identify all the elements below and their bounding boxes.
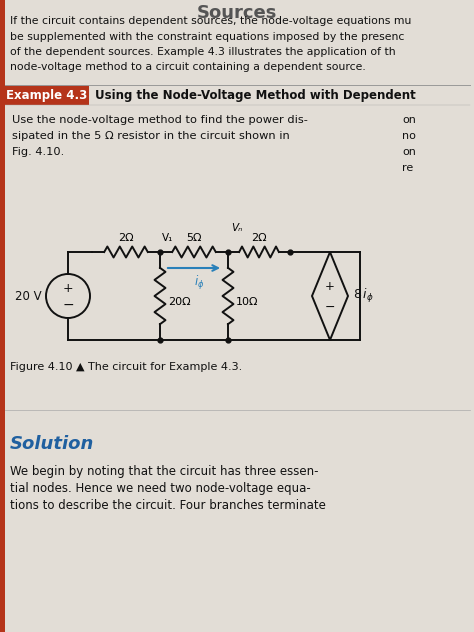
Text: 20Ω: 20Ω xyxy=(168,297,191,307)
Bar xyxy=(5,85,89,105)
Text: Example 4.3: Example 4.3 xyxy=(6,88,88,102)
Text: node-voltage method to a circuit containing a dependent source.: node-voltage method to a circuit contain… xyxy=(10,63,366,73)
Text: $8\,i_\phi$: $8\,i_\phi$ xyxy=(353,287,374,305)
Text: tions to describe the circuit. Four branches terminate: tions to describe the circuit. Four bran… xyxy=(10,499,326,512)
Text: +: + xyxy=(325,279,335,293)
Text: Vₙ: Vₙ xyxy=(231,223,242,233)
Text: $i_\phi$: $i_\phi$ xyxy=(194,274,204,292)
Text: be supplemented with the constraint equations imposed by the presenc: be supplemented with the constraint equa… xyxy=(10,32,404,42)
Text: tial nodes. Hence we need two node-voltage equa-: tial nodes. Hence we need two node-volta… xyxy=(10,482,311,495)
Bar xyxy=(0,0,5,632)
Text: +: + xyxy=(63,281,73,295)
Text: 2Ω: 2Ω xyxy=(251,233,267,243)
Text: on: on xyxy=(402,115,416,125)
Text: on: on xyxy=(402,147,416,157)
Text: −: − xyxy=(325,300,335,313)
Text: V₁: V₁ xyxy=(162,233,173,243)
Text: 5Ω: 5Ω xyxy=(186,233,202,243)
Text: Using the Node-Voltage Method with Dependent: Using the Node-Voltage Method with Depen… xyxy=(95,88,416,102)
Text: no: no xyxy=(402,131,416,141)
Text: Use the node-voltage method to find the power dis-: Use the node-voltage method to find the … xyxy=(12,115,308,125)
Text: Figure 4.10 ▲ The circuit for Example 4.3.: Figure 4.10 ▲ The circuit for Example 4.… xyxy=(10,362,242,372)
Text: 10Ω: 10Ω xyxy=(236,297,258,307)
Text: Fig. 4.10.: Fig. 4.10. xyxy=(12,147,64,157)
Text: 20 V: 20 V xyxy=(15,289,42,303)
Text: Sources: Sources xyxy=(197,4,277,22)
Text: If the circuit contains dependent sources, the node-voltage equations mu: If the circuit contains dependent source… xyxy=(10,16,411,26)
Text: Solution: Solution xyxy=(10,435,94,453)
Text: 2Ω: 2Ω xyxy=(118,233,134,243)
Text: re: re xyxy=(402,163,413,173)
Text: We begin by noting that the circuit has three essen-: We begin by noting that the circuit has … xyxy=(10,465,319,478)
Text: sipated in the 5 Ω resistor in the circuit shown in: sipated in the 5 Ω resistor in the circu… xyxy=(12,131,290,141)
Text: −: − xyxy=(62,298,74,312)
Text: of the dependent sources. Example 4.3 illustrates the application of th: of the dependent sources. Example 4.3 il… xyxy=(10,47,396,57)
